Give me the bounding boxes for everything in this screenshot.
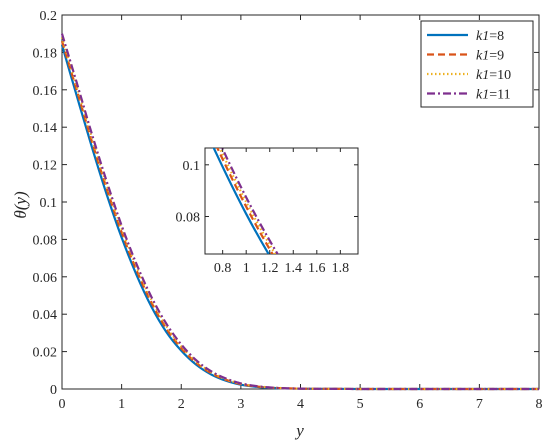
- x-axis-label: y: [294, 421, 304, 440]
- inset-x-tick-label: 1.2: [261, 261, 279, 276]
- inset-series-line-k1=8: [212, 148, 270, 254]
- y-tick-label: 0.1: [40, 196, 58, 211]
- x-tick-labels: 0 1 2 3 4 5 6 7 8: [59, 397, 543, 412]
- y-tick-label: 0.08: [33, 233, 58, 248]
- legend-label-var: k1: [476, 68, 489, 83]
- legend-label-value: =8: [489, 29, 504, 44]
- inset: 0.8 1 1.2 1.4 1.6 1.8 0.08 0.1: [176, 147, 359, 276]
- inset-x-tick-label: 1.6: [308, 261, 326, 276]
- inset-y-tick-labels: 0.08 0.1: [176, 159, 201, 226]
- inset-series-lines: [212, 148, 279, 254]
- inset-x-tick-label: 1.8: [332, 261, 350, 276]
- x-tick-label: 7: [476, 397, 483, 412]
- x-tick-label: 1: [118, 397, 125, 412]
- x-tick-label: 4: [297, 397, 304, 412]
- legend-label-var: k1: [476, 29, 489, 44]
- x-tick-label: 0: [59, 397, 66, 412]
- y-tick-label: 0.06: [33, 271, 58, 286]
- y-tick-labels: 0 0.02 0.04 0.06 0.08 0.1 0.12 0.14 0.16 0.18 0.2: [33, 9, 58, 398]
- inset-series-line-k1=11: [220, 148, 279, 254]
- y-axis-label: θ(y): [11, 191, 30, 219]
- y-tick-label: 0.16: [33, 84, 58, 99]
- x-tick-label: 6: [416, 397, 423, 412]
- legend-label-k1=9: k1=9: [476, 49, 504, 64]
- legend-label-var: k1: [476, 88, 489, 103]
- x-tick-label: 8: [536, 397, 543, 412]
- y-tick-label: 0.04: [33, 308, 58, 323]
- legend-label-var: k1: [476, 49, 489, 64]
- y-tick-label: 0: [50, 383, 57, 398]
- inset-y-tick-label: 0.1: [183, 159, 201, 174]
- inset-x-tick-labels: 0.8 1 1.2 1.4 1.6 1.8: [214, 261, 349, 276]
- x-tick-label: 3: [237, 397, 244, 412]
- x-tick-label: 5: [357, 397, 364, 412]
- legend-label-k1=8: k1=8: [476, 29, 504, 44]
- main-series-lines: [60, 33, 539, 391]
- x-tick-label: 2: [178, 397, 185, 412]
- legend-label-value: =10: [489, 68, 511, 83]
- legend-label-k1=11: k1=11: [476, 88, 511, 103]
- y-tick-label: 0.2: [40, 9, 58, 24]
- inset-y-tick-label: 0.08: [176, 211, 201, 226]
- series-line-k1=10: [60, 37, 539, 391]
- y-tick-label: 0.18: [33, 46, 58, 61]
- legend-label-k1=10: k1=10: [476, 68, 511, 83]
- y-tick-label: 0.02: [33, 346, 58, 361]
- inset-plot-area: [204, 147, 359, 255]
- inset-series-line-k1=9: [216, 148, 274, 254]
- legend-label-value: =11: [489, 88, 510, 103]
- legend-label-value: =9: [489, 49, 504, 64]
- inset-ticks: [205, 148, 358, 254]
- series-line-k1=11: [60, 33, 539, 391]
- y-tick-label: 0.12: [33, 159, 58, 174]
- inset-x-tick-label: 0.8: [214, 261, 232, 276]
- y-tick-label: 0.14: [33, 121, 58, 136]
- inset-x-tick-label: 1: [243, 261, 250, 276]
- inset-x-tick-label: 1.4: [285, 261, 303, 276]
